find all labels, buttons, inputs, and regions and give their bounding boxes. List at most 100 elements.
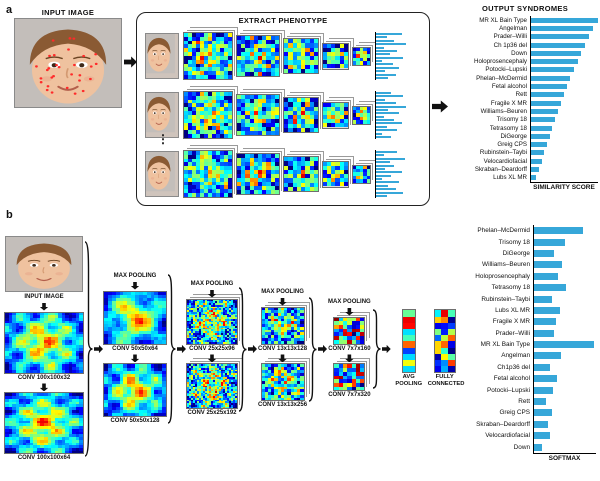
bar: [533, 432, 550, 440]
bar-track: [530, 25, 598, 31]
brace-icon: [167, 274, 176, 424]
mini-bar-chart: [375, 91, 406, 139]
max-pooling-label: MAX POOLING: [328, 298, 371, 305]
bar: [530, 158, 542, 164]
conv-column: MAX POOLING CONV 50x50x64 CONV 50x50x128: [103, 272, 167, 426]
bar: [533, 363, 550, 371]
brace-arrow-separator: [84, 241, 103, 457]
feature-heatmap: [183, 150, 233, 198]
bar: [530, 150, 545, 156]
bar-row: Skraban–Deardorff: [452, 165, 598, 173]
phenotype-box-title: EXTRACT PHENOTYPE: [238, 16, 328, 25]
avg-pooling-strip: [401, 309, 416, 374]
mini-bar: [376, 46, 384, 49]
conv-label: CONV 25x25x192: [187, 410, 237, 417]
bar: [533, 261, 562, 269]
ellipsis-dots: ⋮: [157, 132, 169, 146]
mini-bar: [376, 122, 402, 125]
bar-row: MR XL Bain Type: [452, 16, 598, 24]
mini-bar: [376, 43, 406, 46]
landmark-dot-icon: [78, 74, 82, 77]
mini-bar: [376, 119, 394, 121]
bar-label: Tetrasomy 18: [489, 124, 527, 132]
face-illustration: [146, 152, 178, 196]
facial-landmarks-overlay: [35, 37, 98, 95]
mini-bar: [376, 174, 391, 177]
bar-track: [530, 150, 598, 156]
mini-bar: [376, 70, 385, 73]
y-axis: [530, 16, 531, 182]
bar-track: [530, 92, 598, 98]
bar-row: Trisomy 18: [459, 236, 596, 247]
bar-label: Rubinstein–Taybi: [479, 149, 527, 157]
landmark-dot-icon: [67, 48, 70, 51]
bar-row: Rett: [459, 396, 596, 407]
bar-label: Angelman: [499, 24, 527, 32]
down-arrow-icon: [278, 297, 287, 306]
cnn-flow: INPUT IMAGE CONV 100x100x32 CONV 100x100x6…: [4, 218, 464, 480]
mini-bar: [376, 191, 403, 194]
bar-label: Phelan–McDermid: [476, 74, 527, 82]
landmark-dot-icon: [50, 91, 54, 94]
face-illustration: [6, 237, 82, 291]
mini-bar: [376, 66, 399, 69]
landmark-dot-icon: [70, 73, 73, 76]
feature-map: [103, 290, 167, 345]
bar: [533, 341, 595, 349]
face-thumbnail: [145, 151, 179, 197]
bar-row: MR XL Bain Type: [459, 339, 596, 350]
bar: [533, 352, 562, 360]
mini-bar: [376, 171, 402, 174]
face-thumbnail: [145, 33, 179, 79]
input-image-photo-b: [5, 235, 83, 292]
feature-heatmap: [236, 35, 280, 77]
landmark-dot-icon: [82, 54, 86, 58]
feature-heatmap: [322, 160, 349, 188]
bar: [530, 142, 547, 148]
feature-map: [4, 392, 84, 455]
bar-label: DiGeorge: [502, 249, 530, 257]
bar-label: Trisomy 18: [498, 238, 530, 246]
right-arrow-icon: [177, 344, 186, 354]
bar: [533, 249, 554, 257]
bar-row: Holoprosencephaly: [452, 57, 598, 65]
mini-bar: [376, 73, 396, 76]
bar-row: Potocki–Lupski: [459, 384, 596, 395]
bar-label: Fragile X MR: [492, 318, 530, 326]
x-axis: [533, 453, 596, 454]
feature-map: [260, 363, 305, 402]
mini-bar: [376, 154, 384, 157]
bar: [533, 306, 561, 314]
mini-bar-chart: [375, 150, 406, 198]
face-thumbnail: [145, 92, 179, 138]
bar: [530, 34, 590, 40]
y-axis: [533, 225, 534, 453]
bar-track: [533, 249, 596, 257]
bar-track: [530, 108, 598, 114]
brace-icon: [372, 309, 381, 389]
bar: [530, 92, 564, 98]
bar-row: Tetrasomy 18: [459, 282, 596, 293]
max-pooling-label: MAX POOLING: [113, 272, 157, 279]
landmark-dot-icon: [68, 37, 72, 40]
bar-track: [533, 295, 596, 303]
mini-bar: [376, 39, 394, 42]
bar-label: Phelan–McDermid: [477, 227, 530, 235]
right-arrow-icon: [381, 344, 391, 354]
bar: [533, 420, 549, 428]
mini-bar: [376, 112, 399, 115]
output-chart-title: OUTPUT SYNDROMES: [481, 4, 569, 13]
bar-track: [533, 363, 596, 371]
down-arrow-icon: [345, 354, 354, 363]
landmark-dot-icon: [73, 63, 76, 67]
bar-row: Phelan–McDermid: [452, 74, 598, 82]
mini-bar: [376, 184, 388, 187]
bar-row: DiGeorge: [459, 248, 596, 259]
avg-pooling-strip-block: AVG POOLING: [392, 309, 426, 387]
input-image: [14, 18, 122, 108]
conv-label: CONV 7x7x320: [328, 392, 371, 399]
landmark-dot-icon: [46, 85, 50, 88]
conv-label: CONV 13x13x256: [258, 402, 308, 409]
phenotype-rows: [143, 29, 425, 201]
bar-row: Holoprosencephaly: [459, 271, 596, 282]
